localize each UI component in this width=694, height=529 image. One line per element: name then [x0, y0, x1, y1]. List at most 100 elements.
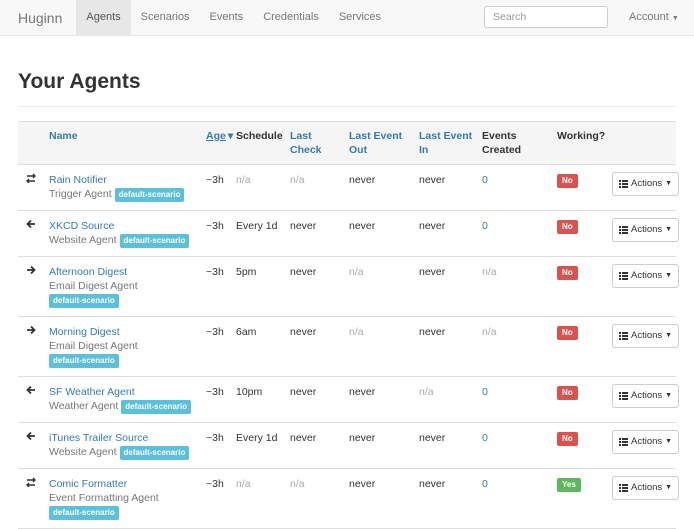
actions-label[interactable]: Actions	[631, 482, 663, 493]
scenario-tag[interactable]: default-scenario	[49, 294, 119, 308]
cell-schedule: Every 1d	[232, 422, 286, 469]
schedule: n/a	[236, 174, 251, 186]
header-label[interactable]: Name	[49, 130, 78, 142]
events-created[interactable]: 0	[482, 386, 488, 398]
actions-label[interactable]: Actions	[631, 390, 663, 401]
agent-name[interactable]: iTunes Trailer Source	[49, 432, 149, 444]
actions-label[interactable]: Actions	[631, 270, 663, 281]
cell-last-event-in: never	[415, 468, 478, 529]
working-cell: No	[553, 422, 608, 469]
last-event-in: never	[419, 174, 446, 186]
events-created[interactable]: 0	[482, 174, 488, 186]
cell-events-created: 0	[478, 422, 553, 469]
nav-item[interactable]: Credentials	[263, 11, 319, 23]
header-label: Events Created	[482, 130, 522, 156]
working-badge: No	[557, 386, 578, 400]
actions-label[interactable]: Actions	[631, 224, 663, 235]
actions-button[interactable]: Actions ▼	[612, 172, 680, 196]
list-icon	[619, 332, 628, 340]
header-label[interactable]: Last Event In	[419, 130, 473, 156]
cell-age: ~3h	[202, 164, 232, 211]
agent-row: iTunes Trailer Source Website Agent defaul…	[18, 422, 680, 469]
name-cell: Afternoon Digest Email Digest Agent defaul…	[45, 256, 202, 317]
nav-item[interactable]: Scenarios	[140, 11, 190, 23]
scenario-tag[interactable]: default-scenario	[119, 446, 190, 460]
scenario-tag[interactable]: default-scenario	[119, 234, 190, 248]
agent-name[interactable]: Morning Digest	[49, 326, 120, 338]
agent-name[interactable]: XKCD Source	[49, 220, 115, 232]
events-created[interactable]: 0	[482, 220, 488, 232]
agent-row: XKCD Source Website Agent default-scenario…	[18, 210, 680, 257]
name-cell: Morning Digest Email Digest Agent default-…	[45, 316, 202, 377]
cell-schedule: n/a	[232, 468, 286, 529]
actions-button[interactable]: Actions ▼	[612, 430, 680, 454]
brand[interactable]: Huginn	[18, 9, 63, 26]
scenario-tag[interactable]: default-scenario	[49, 354, 119, 368]
last-check: n/a	[290, 174, 305, 186]
scenario-tag[interactable]: default-scenario	[49, 506, 119, 520]
actions-label[interactable]: Actions	[631, 330, 663, 341]
actions-button[interactable]: Actions ▼	[612, 384, 680, 408]
cell-events-created: 0	[478, 210, 553, 257]
header-label[interactable]: Age	[206, 130, 226, 142]
agent-name[interactable]: Afternoon Digest	[49, 266, 128, 278]
header-cell: Last Event Out	[345, 121, 415, 165]
schedule: 10pm	[236, 386, 263, 398]
actions-button[interactable]: Actions ▼	[612, 476, 680, 500]
last-event-in: never	[419, 478, 446, 490]
cell-schedule: Every 1d	[232, 210, 286, 257]
actions-button[interactable]: Actions ▼	[612, 264, 680, 288]
age: ~3h	[206, 266, 224, 278]
caret: ▼	[665, 438, 673, 445]
age: ~3h	[206, 478, 224, 490]
actions-label[interactable]: Actions	[631, 178, 663, 189]
list-icon	[619, 392, 628, 400]
search-input[interactable]: Search	[484, 6, 608, 28]
scenario-tag[interactable]: default-scenario	[121, 400, 192, 414]
caret: ▼	[665, 272, 673, 279]
cell-last-event-in: n/a	[415, 376, 478, 423]
actions-cell: Actions ▼	[608, 164, 680, 211]
actions-button[interactable]: Actions ▼	[612, 324, 680, 348]
icon-cell	[18, 164, 45, 211]
last-check: never	[290, 326, 317, 338]
agent-name[interactable]: Rain Notifier	[49, 174, 107, 186]
direction-icon	[26, 385, 35, 395]
age: ~3h	[206, 386, 224, 398]
cell-schedule: n/a	[232, 164, 286, 211]
cell-events-created: n/a	[478, 256, 553, 317]
agent-name[interactable]: SF Weather Agent	[49, 386, 135, 398]
last-event-in: never	[419, 432, 446, 444]
nav-item[interactable]: Services	[338, 11, 382, 23]
header-label[interactable]: Last Event Out	[349, 130, 403, 156]
actions-button[interactable]: Actions ▼	[612, 218, 680, 242]
events-created[interactable]: 0	[482, 432, 488, 444]
list-icon	[619, 226, 628, 234]
schedule: 5pm	[236, 266, 257, 278]
header-label[interactable]: Last Check	[290, 130, 322, 156]
scenario-tag[interactable]: default-scenario	[114, 188, 185, 202]
header-row: Name Age ▾ Schedule Last Check Last Event Out…	[18, 121, 676, 165]
last-event-in: never	[419, 266, 446, 278]
cell-events-created: 0	[478, 468, 553, 529]
actions-label[interactable]: Actions	[631, 436, 663, 447]
cell-last-check: never	[286, 422, 345, 469]
working-badge: No	[557, 326, 578, 340]
last-event-out: never	[349, 432, 376, 444]
cell-last-event-in: never	[415, 164, 478, 211]
caret: ▼	[665, 332, 673, 339]
agent-name[interactable]: Comic Formatter	[49, 478, 128, 490]
events-created[interactable]: 0	[482, 478, 488, 490]
direction-icon	[26, 173, 36, 184]
agent-row: Rain Notifier Trigger Agent default-scenar…	[18, 164, 680, 211]
nav-item[interactable]: Events	[209, 11, 244, 23]
header-cell: Events Created	[478, 121, 553, 165]
account-menu[interactable]: Account ▼	[629, 11, 679, 23]
agent-row: Afternoon Digest Email Digest Agent defaul…	[18, 256, 680, 317]
cell-age: ~3h	[202, 316, 232, 377]
caret: ▼	[665, 392, 673, 399]
name-cell: Rain Notifier Trigger Agent default-scenar…	[45, 164, 202, 211]
nav-item[interactable]: Agents	[76, 0, 131, 35]
table-body: Rain Notifier Trigger Agent default-scenar…	[18, 164, 680, 529]
account-label[interactable]: Account	[629, 11, 669, 23]
